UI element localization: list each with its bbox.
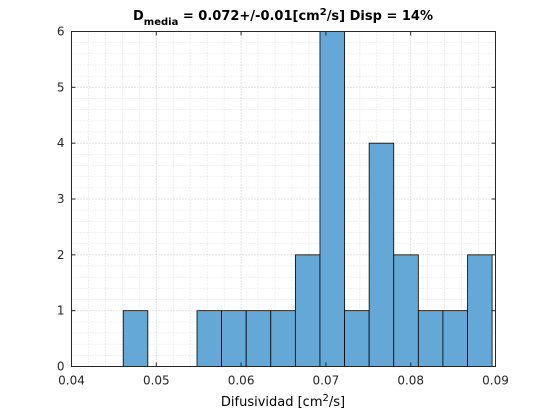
histogram-bar <box>122 310 149 367</box>
title-superscript: 2 <box>320 7 327 18</box>
histogram-bars <box>122 31 493 367</box>
title-symbol: D <box>133 9 144 24</box>
x-tick-label: 0.06 <box>228 374 255 388</box>
histogram-bar <box>245 310 272 367</box>
y-tick-label: 5 <box>57 80 65 94</box>
histogram-bar <box>319 31 345 367</box>
histogram-bar <box>344 310 370 367</box>
x-tick-label: 0.09 <box>482 374 509 388</box>
title-subscript: media <box>144 17 179 28</box>
y-tick-label: 4 <box>57 136 65 150</box>
x-tick-labels: 0.04 0.05 0.06 0.07 0.08 0.09 <box>58 374 509 388</box>
x-tick-label: 0.05 <box>143 374 170 388</box>
y-tick-label: 0 <box>57 360 65 374</box>
x-tick-label: 0.07 <box>313 374 340 388</box>
xlabel-after: /s] <box>329 395 345 410</box>
x-axis-label: Difusividad [cm2/s] <box>221 393 345 410</box>
title-end: /s] Disp = 14% <box>327 9 433 24</box>
histogram-bar <box>196 310 222 367</box>
histogram-bar <box>467 254 493 367</box>
chart-title: Dmedia = 0.072+/-0.01[cm2/s] Disp = 14% <box>133 7 433 28</box>
histogram-bar <box>417 310 444 367</box>
histogram-bar <box>221 310 247 367</box>
y-tick-label: 1 <box>57 304 65 318</box>
histogram-bar <box>442 310 468 367</box>
x-tick-label: 0.08 <box>397 374 424 388</box>
y-tick-label: 6 <box>57 25 65 39</box>
axis-ticks <box>71 31 496 367</box>
histogram-bar <box>368 142 395 367</box>
y-tick-label: 2 <box>57 248 65 262</box>
y-tick-labels: 0 1 2 3 4 5 6 <box>57 25 65 374</box>
y-tick-label: 3 <box>57 192 65 206</box>
histogram-bar <box>294 254 321 367</box>
xlabel-before: Difusividad [cm <box>221 395 323 410</box>
histogram-bar <box>393 254 419 367</box>
title-middle: = 0.072+/-0.01[cm <box>178 9 319 24</box>
histogram-bar <box>270 310 296 367</box>
x-tick-label: 0.04 <box>58 374 85 388</box>
xlabel-superscript: 2 <box>323 393 329 404</box>
